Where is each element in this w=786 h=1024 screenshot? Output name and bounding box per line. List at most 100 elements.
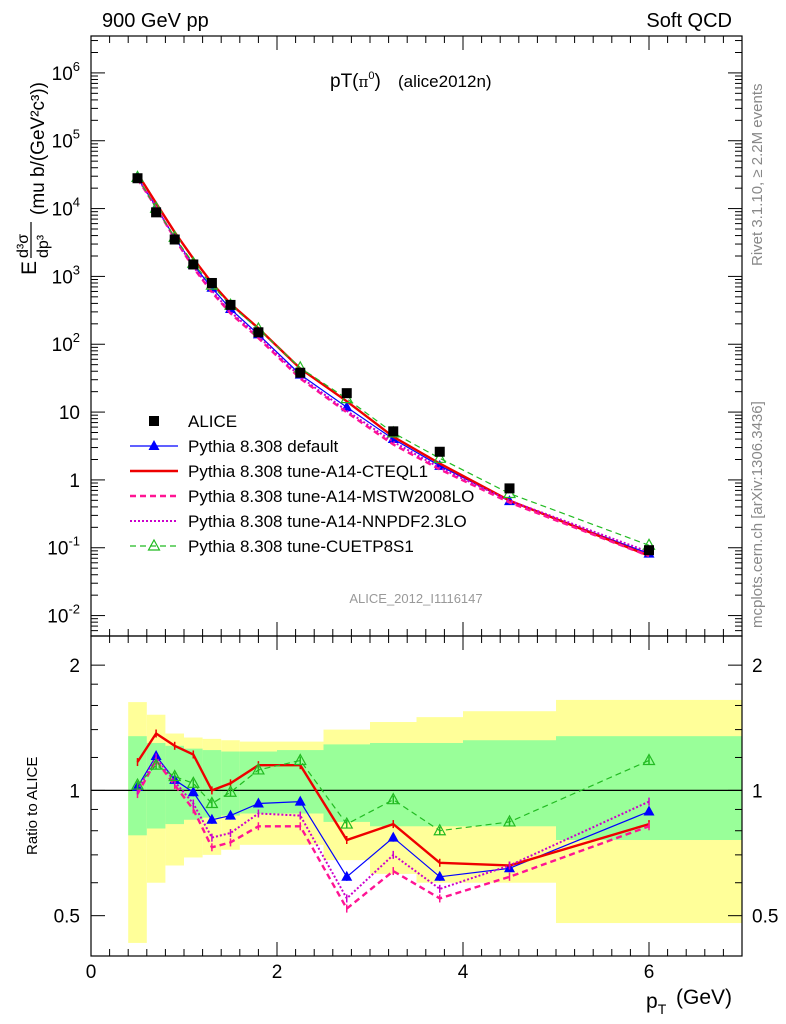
data-point-alice [295,367,306,378]
legend-marker-cuetp8s1 [147,538,161,551]
x-axis-label: pT (GeV) [646,986,732,1017]
y-tick-label-base: 10 [52,335,73,356]
y-axis-label-denominator: dp³ [35,234,52,258]
y-tick-label: 105 [52,127,80,153]
ratio-point-cuetp8s1 [205,796,219,809]
ratio-point-default [387,831,399,842]
data-point-alice [341,388,352,399]
data-point-alice [388,426,399,437]
ratio-point-cuetp8s1 [340,816,354,829]
data-point-alice [225,299,236,310]
ratio-y-tick-label-right: 1 [752,781,763,802]
data-point-alice [206,277,217,288]
y-axis-label-numerator: d³σ [15,234,32,258]
ratio-point-default [252,797,264,808]
plot-title: pT(π0) [330,70,381,92]
y-tick-label-exponent: 4 [73,195,80,210]
plot-title-superscript: 0 [368,70,374,82]
ratio-point-cuetp8s1 [168,769,182,782]
legend-label-a14_cteq: Pythia 8.308 tune-A14-CTEQL1 [188,462,428,481]
ratio-point-cuetp8s1 [293,753,307,766]
y-tick-label: 1 [69,471,80,492]
ratio-point-cuetp8s1 [130,777,145,790]
ratio-plot-frame [90,635,743,957]
ratio-point-cuetp8s1 [642,753,656,766]
ratio-point-cuetp8s1 [386,792,400,805]
y-tick-label: 106 [52,59,80,85]
y-tick-label-base: 10 [59,403,80,424]
legend: ALICE Pythia 8.308 default Pythia 8.308 tu… [130,412,474,556]
x-tick-label: 0 [86,962,97,983]
data-point-alice [434,446,445,457]
ratio-y-axis-label: Ratio to ALICE [24,757,41,855]
ratio-y-tick-label: 1 [69,781,80,802]
ratio-point-default [643,805,655,816]
legend-label-cuetp8s1: Pythia 8.308 tune-CUETP8S1 [188,537,414,556]
ratio-point-default [225,809,236,820]
ratio-point-default [294,795,306,806]
y-tick-label-base: 1 [69,471,80,492]
ratio-point-cuetp8s1 [223,784,238,797]
y-tick-label: 10-1 [47,534,80,560]
analysis-id-label: ALICE_2012_I1116147 [349,591,482,606]
y-tick-label-exponent: 2 [73,330,80,345]
ratio-point-default [206,813,218,824]
x-tick-label: 2 [272,962,283,983]
ratio-stat-uncertainty-band [416,742,463,827]
y-tick-label-exponent: 5 [73,127,80,142]
y-tick-label-base: 10 [47,539,68,560]
x-axis-label-subscript: T [658,1001,667,1017]
data-point-alice [253,327,264,338]
series-point-cuetp8s1 [433,451,447,463]
y-tick-label: 102 [52,330,80,356]
ratio-point-cuetp8s1 [502,814,517,827]
y-axis-label-e: E [18,261,41,275]
y-tick-label: 10 [59,403,80,424]
data-point-alice [132,173,143,184]
y-tick-label-exponent: -2 [68,602,80,617]
y-tick-label-base: 10 [52,64,73,85]
y-tick-label: 103 [52,262,80,288]
y-axis-label: E d³σ dp³ (mu b/(GeV²c³)) [15,82,52,275]
plot-title-tag: (alice2012n) [398,72,492,91]
x-axis-label-p: p [646,990,658,1013]
header-left-label: 900 GeV pp [102,10,209,32]
y-tick-label-base: 10 [47,607,68,628]
y-tick-label-base: 10 [52,132,73,153]
rivet-version-label: Rivet 3.1.10, ≥ 2.2M events [749,84,766,267]
x-tick-label: 6 [644,962,655,983]
legend-label-a14_nnpdf: Pythia 8.308 tune-A14-NNPDF2.3LO [188,512,467,531]
ratio-point-cuetp8s1 [433,823,447,836]
y-tick-label-base: 10 [52,267,73,288]
ratio-point-default [341,870,353,881]
legend-label-a14_mstw: Pythia 8.308 tune-A14-MSTW2008LO [188,487,474,506]
plot-title-close: ) [374,71,380,92]
ratio-y-tick-label-right: 2 [752,656,763,677]
data-point-alice [188,259,199,270]
ratio-stat-uncertainty-band [463,740,556,827]
y-axis-label-units: (mu b/(GeV²c³)) [28,82,49,215]
x-tick-label: 4 [458,962,469,983]
y-tick-label: 104 [52,195,80,221]
legend-marker-alice [149,416,159,426]
y-tick-label-exponent: 3 [73,262,80,277]
ratio-plot-area: 0 2 4 6 0.5 0.5 1 1 2 2 [54,635,778,983]
ratio-point-default [187,786,199,797]
ratio-y-tick-label-right: 0.5 [752,907,778,928]
data-point-alice [151,207,162,218]
ratio-y-tick-label: 0.5 [54,907,80,928]
data-point-alice [504,483,515,494]
ratio-y-tick-label: 2 [69,656,80,677]
plot-title-symbol: π [359,73,369,91]
y-tick-label-exponent: 6 [73,59,80,74]
y-tick-label: 10-2 [47,602,80,628]
ratio-point-cuetp8s1 [186,776,200,788]
ratio-point-cuetp8s1 [149,757,163,770]
y-tick-label-exponent: -1 [68,534,80,549]
legend-label-data: ALICE [188,412,237,431]
ratio-stat-uncertainty-band [323,744,370,822]
ratio-point-cuetp8s1 [251,762,265,775]
legend-label-default: Pythia 8.308 default [188,437,339,456]
